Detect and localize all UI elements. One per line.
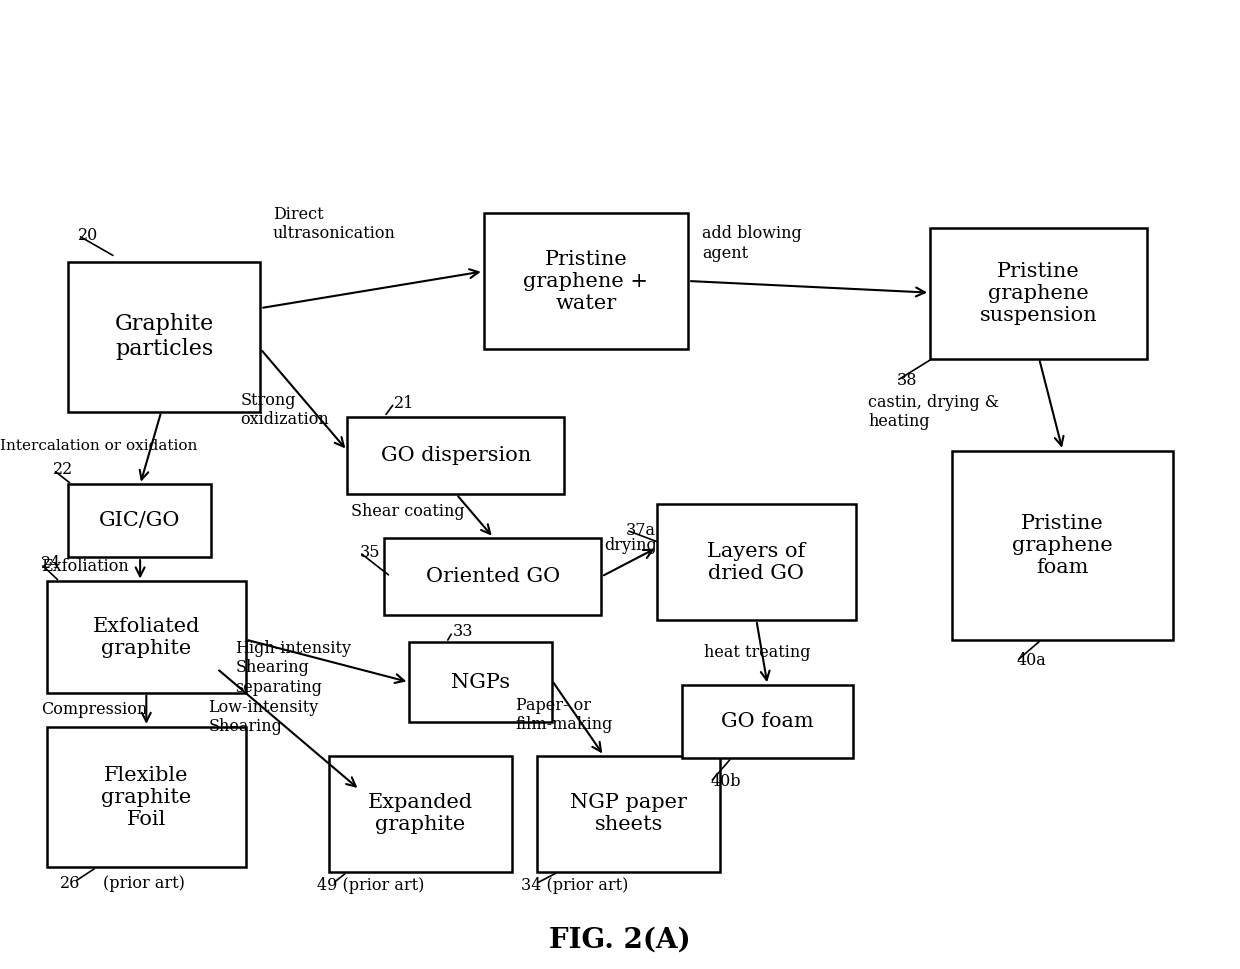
Text: Pristine
graphene
foam: Pristine graphene foam — [1012, 514, 1114, 577]
Text: 34 (prior art): 34 (prior art) — [521, 877, 629, 894]
Text: castin, drying &
heating: castin, drying & heating — [868, 393, 999, 430]
Bar — [68, 262, 260, 412]
Text: Strong
oxidization: Strong oxidization — [241, 391, 330, 428]
Text: Low-intensity
Shearing: Low-intensity Shearing — [208, 699, 319, 735]
Text: NGP paper
sheets: NGP paper sheets — [570, 794, 687, 834]
Text: Shear coating: Shear coating — [351, 503, 465, 520]
Text: 38: 38 — [897, 372, 918, 390]
Text: Pristine
graphene
suspension: Pristine graphene suspension — [980, 262, 1097, 325]
Text: Exfoliation: Exfoliation — [41, 558, 129, 576]
Text: Pristine
graphene +
water: Pristine graphene + water — [523, 249, 649, 313]
Text: 35: 35 — [360, 544, 381, 561]
Text: 49 (prior art): 49 (prior art) — [317, 877, 425, 894]
Text: Graphite
particles: Graphite particles — [114, 313, 215, 360]
Text: add blowing
agent: add blowing agent — [702, 225, 801, 262]
Text: 22: 22 — [53, 461, 73, 479]
Bar — [347, 417, 564, 494]
Text: Oriented GO: Oriented GO — [425, 567, 560, 586]
Text: Layers of
dried GO: Layers of dried GO — [707, 542, 806, 582]
Bar — [930, 228, 1147, 359]
Text: 21: 21 — [394, 394, 414, 412]
Text: 40b: 40b — [711, 773, 742, 791]
Bar — [484, 213, 688, 349]
Text: GO dispersion: GO dispersion — [381, 446, 531, 465]
Text: Direct
ultrasonication: Direct ultrasonication — [273, 205, 396, 242]
Text: Intercalation or oxidation: Intercalation or oxidation — [0, 439, 197, 453]
Text: 33: 33 — [453, 623, 474, 641]
Text: GIC/GO: GIC/GO — [99, 512, 180, 530]
Bar — [329, 756, 512, 872]
Text: Paper- or
film-making: Paper- or film-making — [516, 697, 614, 734]
Bar — [384, 538, 601, 615]
Text: Compression: Compression — [41, 701, 148, 718]
Text: Expanded
graphite: Expanded graphite — [368, 794, 472, 834]
Bar — [657, 504, 856, 620]
Bar — [47, 581, 246, 693]
Text: NGPs: NGPs — [451, 672, 510, 692]
Text: 20: 20 — [78, 227, 98, 244]
Text: High-intensity
Shearing
separating: High-intensity Shearing separating — [236, 640, 352, 696]
Text: 37a: 37a — [626, 521, 656, 539]
Bar — [952, 451, 1173, 640]
Text: GO foam: GO foam — [722, 712, 813, 731]
Text: 24: 24 — [41, 555, 61, 573]
Bar — [409, 642, 552, 722]
Bar — [537, 756, 720, 872]
Text: Exfoliated
graphite: Exfoliated graphite — [93, 616, 200, 658]
Text: heat treating: heat treating — [704, 643, 811, 661]
Text: 40a: 40a — [1017, 652, 1047, 670]
Text: (prior art): (prior art) — [103, 875, 185, 892]
Text: Flexible
graphite
Foil: Flexible graphite Foil — [102, 766, 191, 828]
Bar — [47, 727, 246, 867]
Text: drying: drying — [604, 537, 657, 554]
Bar — [68, 484, 211, 557]
Text: 26: 26 — [60, 875, 79, 892]
Bar — [682, 685, 853, 758]
Text: FIG. 2(A): FIG. 2(A) — [549, 926, 691, 953]
